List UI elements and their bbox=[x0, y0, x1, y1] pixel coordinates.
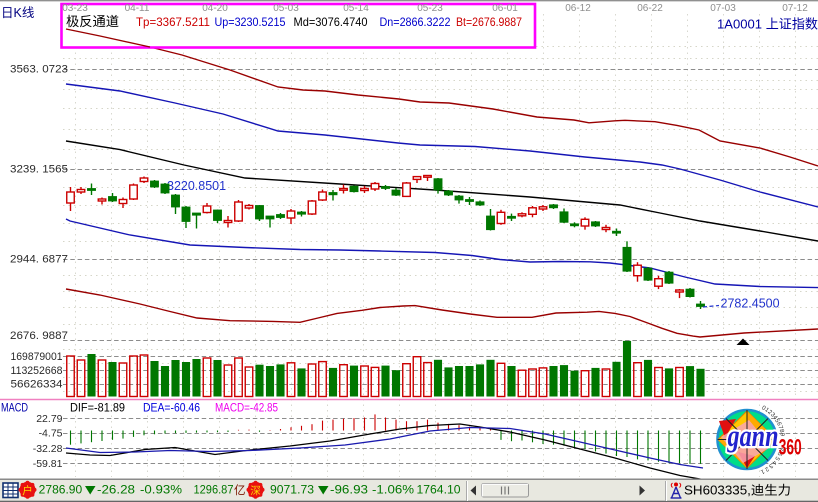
svg-text:2: 2 bbox=[763, 465, 770, 472]
svg-text:Dn=2866.3222: Dn=2866.3222 bbox=[380, 15, 451, 29]
svg-text:2676. 9887: 2676. 9887 bbox=[10, 330, 68, 342]
svg-text:06-12: 06-12 bbox=[565, 3, 591, 14]
svg-text:3: 3 bbox=[767, 462, 774, 469]
svg-text:06-22: 06-22 bbox=[637, 3, 663, 14]
svg-text:7: 7 bbox=[776, 425, 783, 431]
svg-text:MACD: MACD bbox=[1, 401, 28, 415]
svg-text:-26.28: -26.28 bbox=[97, 485, 135, 497]
svg-text:6: 6 bbox=[775, 421, 782, 427]
svg-text:3220.8501: 3220.8501 bbox=[167, 179, 226, 193]
svg-text:-59.81: -59.81 bbox=[33, 458, 63, 470]
svg-text:2: 2 bbox=[766, 409, 773, 416]
svg-text:5: 5 bbox=[773, 418, 780, 425]
svg-text:极反通道: 极反通道 bbox=[66, 14, 119, 29]
svg-text:05-23: 05-23 bbox=[417, 3, 443, 14]
svg-text:2786.90: 2786.90 bbox=[39, 485, 83, 497]
svg-text:0: 0 bbox=[761, 405, 767, 412]
svg-text:05-03: 05-03 bbox=[273, 3, 299, 14]
svg-text:05-14: 05-14 bbox=[343, 3, 369, 14]
svg-text:9071.73: 9071.73 bbox=[270, 485, 314, 497]
svg-text:Tp=3367.5211: Tp=3367.5211 bbox=[136, 15, 210, 29]
svg-text:169879001: 169879001 bbox=[11, 351, 63, 363]
svg-text:06-01: 06-01 bbox=[492, 3, 518, 14]
svg-text:1: 1 bbox=[763, 407, 770, 414]
svg-text:04-20: 04-20 bbox=[202, 3, 228, 14]
svg-text:07-12: 07-12 bbox=[782, 3, 808, 14]
svg-text:9: 9 bbox=[778, 433, 784, 438]
svg-text:户: 户 bbox=[22, 484, 33, 497]
svg-text:56626334: 56626334 bbox=[11, 378, 63, 390]
svg-text:Up=3230.5215: Up=3230.5215 bbox=[215, 15, 286, 29]
svg-text:DEA=-60.46: DEA=-60.46 bbox=[143, 401, 200, 415]
svg-text:Bt=2676.9887: Bt=2676.9887 bbox=[456, 15, 522, 29]
svg-text:7: 7 bbox=[777, 447, 784, 452]
svg-text:-0.93%: -0.93% bbox=[140, 485, 182, 497]
svg-text:2944. 6877: 2944. 6877 bbox=[10, 254, 68, 266]
svg-text:DIF=-81.89: DIF=-81.89 bbox=[70, 401, 125, 415]
svg-text:3239. 1565: 3239. 1565 bbox=[10, 164, 68, 176]
svg-text:Md=3076.4740: Md=3076.4740 bbox=[294, 15, 368, 29]
svg-text:-4.75: -4.75 bbox=[39, 428, 63, 440]
svg-text:1A0001 上证指数: 1A0001 上证指数 bbox=[717, 17, 818, 32]
svg-text:亿: 亿 bbox=[234, 484, 246, 497]
svg-text:4: 4 bbox=[771, 415, 778, 422]
svg-text:-1.06%: -1.06% bbox=[372, 485, 414, 497]
svg-text:3: 3 bbox=[769, 412, 776, 419]
svg-text:4: 4 bbox=[770, 459, 777, 466]
svg-text:深: 深 bbox=[250, 485, 261, 497]
svg-text:2782.4500: 2782.4500 bbox=[721, 297, 780, 311]
svg-text:6: 6 bbox=[775, 451, 782, 457]
svg-text:gann: gann bbox=[727, 418, 779, 453]
svg-text:113252668: 113252668 bbox=[11, 365, 63, 377]
svg-text:MACD=-42.85: MACD=-42.85 bbox=[215, 401, 278, 415]
svg-text:8: 8 bbox=[778, 429, 785, 434]
svg-text:SH603335,迪生力: SH603335,迪生力 bbox=[684, 484, 791, 498]
svg-text:07-03: 07-03 bbox=[710, 3, 736, 14]
svg-text:-96.93: -96.93 bbox=[330, 485, 368, 497]
svg-text:03-23: 03-23 bbox=[62, 3, 88, 14]
svg-text:3563. 0723: 3563. 0723 bbox=[10, 64, 68, 76]
svg-text:1296.87: 1296.87 bbox=[194, 485, 234, 497]
svg-text:日K线: 日K线 bbox=[1, 6, 35, 20]
svg-text:22.79: 22.79 bbox=[36, 413, 62, 425]
svg-text:04-11: 04-11 bbox=[125, 3, 150, 14]
svg-text:1764.10: 1764.10 bbox=[417, 485, 461, 497]
svg-text:360: 360 bbox=[779, 435, 802, 460]
svg-text:5: 5 bbox=[773, 455, 780, 462]
svg-text:-32.28: -32.28 bbox=[33, 443, 63, 455]
svg-text:gann: gann bbox=[727, 418, 779, 453]
svg-text:1: 1 bbox=[759, 468, 765, 475]
